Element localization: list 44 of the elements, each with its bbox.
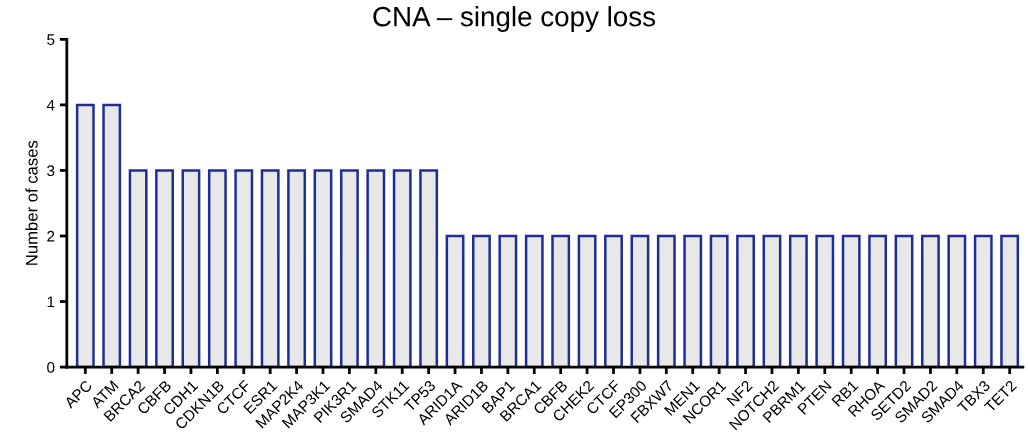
bar (392, 169, 412, 368)
y-axis-title: Number of cases (25, 140, 38, 265)
bar (472, 234, 491, 368)
bar (973, 234, 993, 368)
bar (445, 234, 465, 368)
bar (762, 234, 782, 368)
bar (788, 234, 808, 368)
bar (841, 234, 861, 368)
bar (894, 234, 914, 368)
bar (736, 234, 755, 368)
y-tick-label: 2 (47, 230, 55, 242)
bar (339, 169, 359, 368)
bar (419, 169, 439, 368)
bar (656, 234, 676, 368)
chart-title: CNA – single copy loss (373, 6, 656, 32)
bar (128, 169, 148, 368)
bar (234, 169, 254, 368)
bar (683, 234, 703, 368)
bar (155, 169, 174, 368)
bar (1000, 234, 1020, 368)
bar (524, 234, 544, 368)
bar (260, 169, 280, 368)
bar (75, 103, 95, 368)
bar (868, 234, 888, 368)
y-tick-label: 5 (47, 34, 55, 46)
bar (498, 234, 518, 368)
bar (709, 234, 729, 368)
y-tick-label: 1 (47, 296, 55, 308)
bar (920, 234, 940, 368)
y-tick-label: 3 (47, 165, 55, 177)
bar (947, 234, 967, 368)
bar (366, 169, 386, 368)
y-tick-label: 4 (46, 99, 55, 111)
bar (577, 234, 597, 368)
bar (102, 103, 122, 368)
bar (207, 169, 227, 368)
y-tick-label: 0 (47, 361, 55, 373)
bar (604, 234, 623, 368)
bar (815, 234, 835, 368)
bar (313, 169, 333, 368)
bar (181, 169, 201, 368)
bar (630, 234, 650, 368)
bar (551, 234, 571, 368)
bar (287, 169, 307, 368)
